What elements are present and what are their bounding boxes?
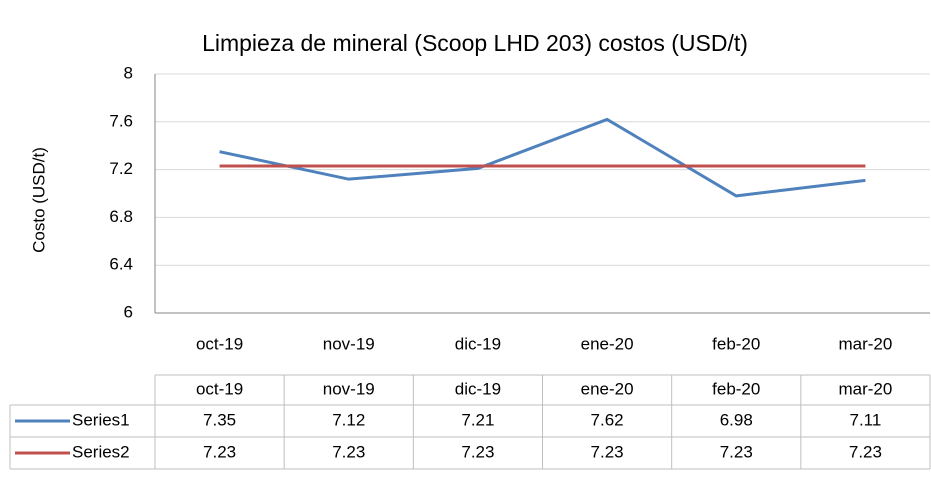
y-tick-label: 6	[124, 302, 133, 321]
y-tick-label: 7.6	[109, 111, 133, 130]
table-value: 7.11	[850, 410, 882, 429]
table-value: 7.23	[203, 442, 236, 461]
table-header: mar-20	[838, 379, 892, 398]
x-tick-label: oct-19	[196, 334, 243, 353]
table-header: dic-19	[455, 379, 501, 398]
table-value: 7.35	[203, 410, 236, 429]
table-value: 7.21	[461, 410, 494, 429]
table-header: feb-20	[712, 379, 760, 398]
y-tick-label: 8	[124, 63, 133, 82]
y-axis-label: Costo (USD/t)	[29, 147, 48, 253]
table-value: 7.12	[332, 410, 365, 429]
legend-label: Series2	[72, 442, 130, 461]
table-header: nov-19	[323, 379, 375, 398]
series-line	[219, 117, 866, 198]
x-tick-label: feb-20	[712, 334, 760, 353]
table-value: 7.62	[591, 410, 624, 429]
legend-label: Series1	[72, 410, 130, 429]
x-tick-label: mar-20	[838, 334, 892, 353]
table-value: 7.23	[461, 442, 494, 461]
table-header: oct-19	[196, 379, 243, 398]
x-tick-label: ene-20	[581, 334, 634, 353]
table-value: 6.98	[720, 410, 753, 429]
table-header: ene-20	[581, 379, 634, 398]
table-value: 7.23	[720, 442, 753, 461]
y-tick-label: 7.2	[109, 159, 133, 178]
x-tick-label: nov-19	[323, 334, 375, 353]
y-tick-label: 6.4	[109, 255, 133, 274]
y-tick-label: 6.8	[109, 207, 133, 226]
table-value: 7.23	[591, 442, 624, 461]
chart-title: Limpieza de mineral (Scoop LHD 203) cost…	[202, 30, 748, 56]
table-value: 7.23	[849, 442, 882, 461]
table-value: 7.23	[332, 442, 365, 461]
x-tick-label: dic-19	[455, 334, 501, 353]
